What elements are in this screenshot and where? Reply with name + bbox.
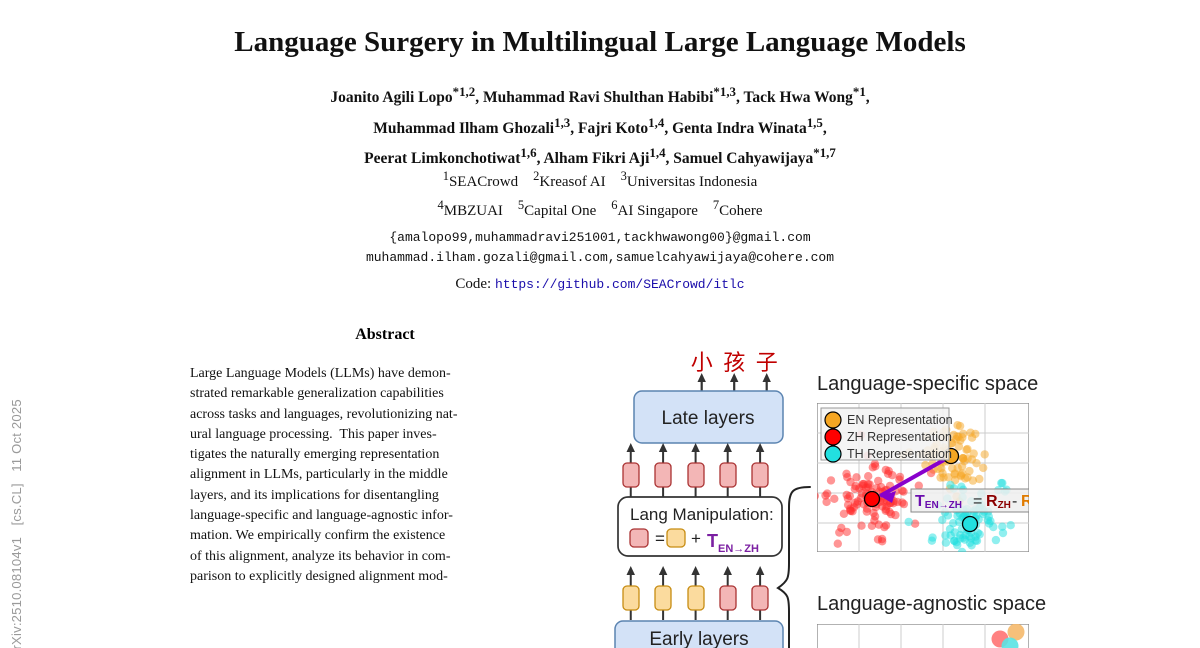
svg-text:孩: 孩 <box>723 350 745 375</box>
svg-text:EN Representation: EN Representation <box>847 413 953 427</box>
svg-text:Language-specific space: Language-specific space <box>817 373 1038 395</box>
svg-text:Late layers: Late layers <box>662 408 755 429</box>
svg-text:EN→ZH: EN→ZH <box>718 543 759 555</box>
svg-text:=: = <box>655 529 665 548</box>
svg-text:T: T <box>707 531 718 551</box>
svg-text:TH Representation: TH Representation <box>847 447 952 461</box>
svg-text:小: 小 <box>691 350 713 375</box>
svg-text:子: 子 <box>756 350 778 375</box>
svg-text:-: - <box>1012 493 1017 510</box>
svg-text:ZH Representation: ZH Representation <box>847 430 952 444</box>
svg-text:Lang Manipulation:: Lang Manipulation: <box>630 505 774 524</box>
svg-text:+: + <box>691 529 701 548</box>
svg-text:=: = <box>973 493 982 510</box>
svg-text:Early layers: Early layers <box>649 629 748 648</box>
svg-text:REN: REN <box>1021 493 1046 511</box>
svg-text:Language-agnostic space: Language-agnostic space <box>817 593 1046 615</box>
